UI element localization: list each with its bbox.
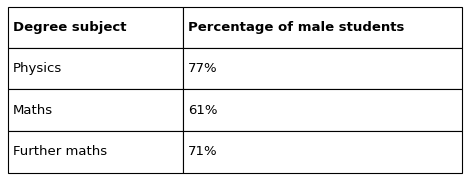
Text: 61%: 61% bbox=[188, 104, 218, 117]
Text: Maths: Maths bbox=[13, 104, 53, 117]
Bar bbox=[183, 48, 462, 89]
Text: Percentage of male students: Percentage of male students bbox=[188, 21, 405, 34]
Bar bbox=[8, 7, 183, 48]
Bar bbox=[183, 89, 462, 131]
Bar bbox=[8, 48, 183, 89]
Bar bbox=[8, 89, 183, 131]
Bar bbox=[8, 131, 183, 173]
Text: 71%: 71% bbox=[188, 145, 218, 158]
Bar bbox=[183, 131, 462, 173]
Text: Physics: Physics bbox=[13, 62, 63, 75]
Text: Degree subject: Degree subject bbox=[13, 21, 126, 34]
Bar bbox=[183, 7, 462, 48]
Text: Further maths: Further maths bbox=[13, 145, 107, 158]
Text: 77%: 77% bbox=[188, 62, 218, 75]
